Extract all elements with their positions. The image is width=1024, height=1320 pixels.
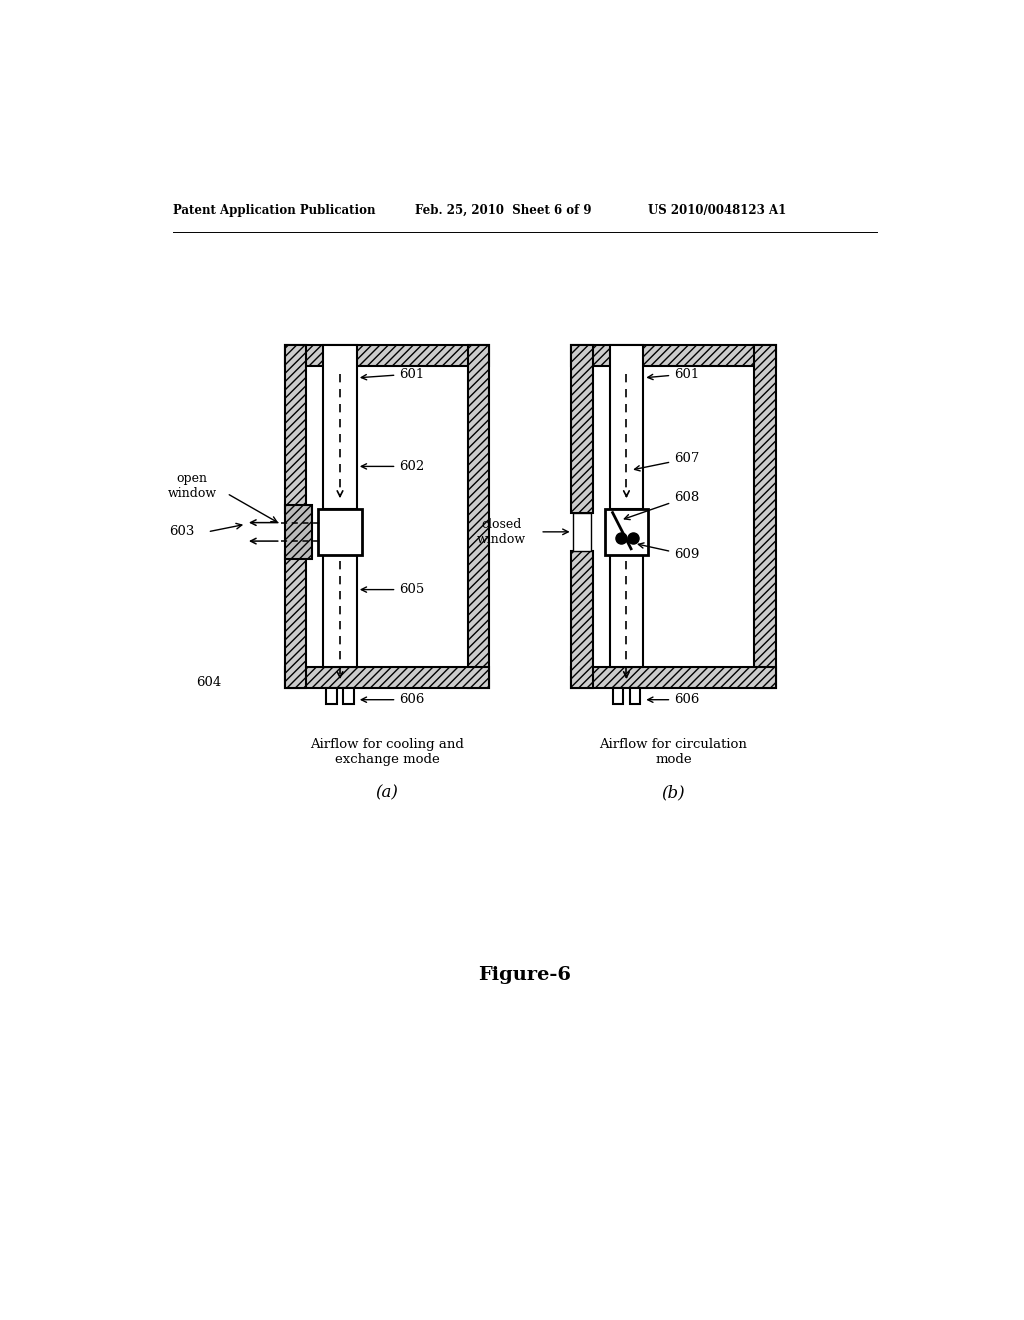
Bar [571, 552, 593, 688]
Bar [468, 345, 489, 688]
Text: 609: 609 [638, 543, 699, 561]
Text: 602: 602 [361, 459, 425, 473]
Text: 607: 607 [635, 453, 699, 471]
Text: 601: 601 [361, 367, 425, 380]
Bar [318, 508, 361, 554]
Bar [285, 506, 312, 558]
Bar [605, 508, 648, 554]
Bar [285, 667, 489, 688]
Bar [318, 535, 361, 540]
Bar [755, 345, 776, 688]
Text: US 2010/0048123 A1: US 2010/0048123 A1 [648, 205, 786, 218]
Text: Patent Application Publication: Patent Application Publication [173, 205, 376, 218]
Text: 608: 608 [625, 491, 699, 520]
Bar [285, 345, 306, 512]
Bar [326, 688, 337, 704]
Bar [612, 688, 624, 704]
Bar [609, 345, 643, 508]
Text: 603: 603 [169, 525, 195, 539]
Text: (a): (a) [376, 784, 398, 801]
Bar [571, 345, 593, 512]
Text: Airflow for circulation
mode: Airflow for circulation mode [599, 738, 748, 766]
Text: Figure-6: Figure-6 [478, 966, 571, 983]
Text: 606: 606 [361, 693, 425, 706]
Bar [609, 554, 643, 667]
Bar [571, 345, 776, 366]
Text: 606: 606 [648, 693, 699, 706]
Bar [285, 552, 306, 688]
Text: 604: 604 [196, 676, 221, 689]
Bar [630, 688, 640, 704]
Text: open
window: open window [168, 471, 217, 500]
Text: Feb. 25, 2010  Sheet 6 of 9: Feb. 25, 2010 Sheet 6 of 9 [416, 205, 592, 218]
Text: Airflow for cooling and
exchange mode: Airflow for cooling and exchange mode [310, 738, 464, 766]
Bar [571, 667, 776, 688]
Bar [285, 345, 489, 366]
Text: 605: 605 [361, 583, 425, 597]
Text: (b): (b) [662, 784, 685, 801]
Text: 601: 601 [648, 367, 699, 380]
Text: closed
window: closed window [477, 517, 526, 546]
Bar [323, 554, 357, 667]
Bar [323, 345, 357, 508]
Bar [318, 525, 361, 531]
Bar [343, 688, 354, 704]
Bar [572, 512, 591, 552]
